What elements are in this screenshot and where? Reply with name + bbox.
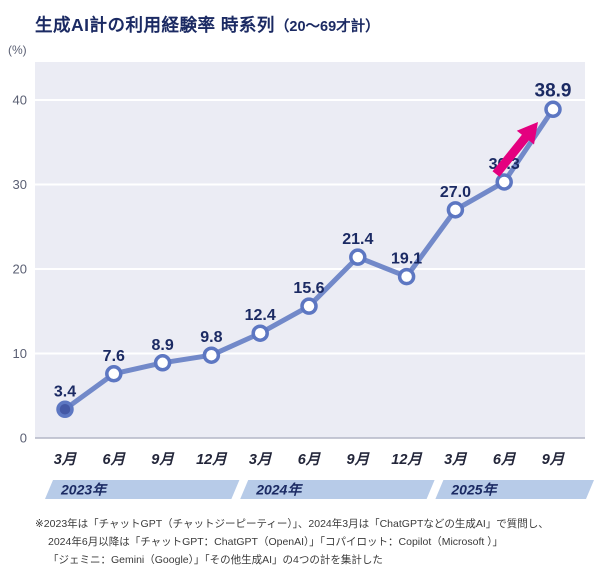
y-axis-unit-label: (%) xyxy=(8,43,27,57)
month-label: 12月 xyxy=(391,452,423,468)
y-tick-label: 0 xyxy=(20,431,27,446)
point-value-label: 8.9 xyxy=(151,337,173,354)
month-label: 9月 xyxy=(151,452,175,468)
point-value-label: 19.1 xyxy=(391,251,422,268)
point-value-label: 3.4 xyxy=(54,383,76,400)
data-point xyxy=(202,346,221,364)
data-point xyxy=(153,354,172,372)
data-point xyxy=(56,400,74,419)
month-label: 3月 xyxy=(54,452,78,468)
footnote-line: 「ジェミニ：Gemini（Google）」「その他生成AI」の4つの計を集計した xyxy=(48,553,383,566)
footnote-line: 2024年6月以降は「チャットGPT：ChatGPT（OpenAI）」「コパイロ… xyxy=(48,535,503,548)
footnote-line: ※2023年は「チャットGPT（チャットジーピーティー）」、2024年3月は「C… xyxy=(35,518,549,530)
y-tick-label: 20 xyxy=(13,262,27,277)
month-label: 6月 xyxy=(103,452,127,468)
point-value-label: 21.4 xyxy=(342,231,373,248)
month-label: 3月 xyxy=(444,452,468,468)
point-value-label: 9.8 xyxy=(200,329,222,346)
year-band-label: 2025年 xyxy=(450,482,498,498)
month-label: 3月 xyxy=(249,452,273,468)
data-point xyxy=(349,248,367,266)
year-band xyxy=(435,480,594,499)
trend-arrow-icon xyxy=(492,122,538,177)
year-band-label: 2024年 xyxy=(255,482,303,498)
footnote: ※2023年は「チャットGPT（チャットジーピーティー）」、2024年3月は「C… xyxy=(35,516,580,570)
data-point xyxy=(105,365,123,383)
month-label: 12月 xyxy=(196,452,228,468)
data-point xyxy=(300,297,318,315)
plot-background xyxy=(35,62,585,438)
point-value-label: 38.9 xyxy=(535,80,572,101)
y-tick-label: 40 xyxy=(13,93,27,108)
point-value-label: 7.6 xyxy=(103,348,125,365)
data-point xyxy=(495,173,513,191)
point-value-label: 27.0 xyxy=(440,184,471,201)
data-point xyxy=(544,100,562,119)
month-label: 9月 xyxy=(542,452,566,468)
y-tick-label: 30 xyxy=(13,177,27,192)
chart-svg: 0 10 20 30 40 (%) 3.4 7.6 8.9 9.8 12.4 15.6 21.4 19.1… xyxy=(8,43,594,499)
month-label: 6月 xyxy=(493,452,517,468)
header: 生成AI計の利用経験率 時系列（20〜69才計） xyxy=(0,0,600,37)
year-band xyxy=(240,480,435,499)
data-point xyxy=(251,324,269,342)
year-band xyxy=(45,480,240,499)
data-point xyxy=(446,201,465,219)
chart: 0 10 20 30 40 (%) 3.4 7.6 8.9 9.8 12.4 15.6 21.4 19.1… xyxy=(0,40,600,510)
y-tick-label: 10 xyxy=(13,346,27,361)
year-band-label: 2023年 xyxy=(60,482,108,498)
data-point xyxy=(397,267,416,286)
month-label: 6月 xyxy=(298,452,322,468)
point-value-label: 12.4 xyxy=(245,307,276,324)
page-title: 生成AI計の利用経験率 時系列 xyxy=(35,15,275,35)
page-title-suffix: （20〜69才計） xyxy=(274,19,380,35)
point-value-label: 15.6 xyxy=(293,280,324,297)
month-label: 9月 xyxy=(347,452,371,468)
